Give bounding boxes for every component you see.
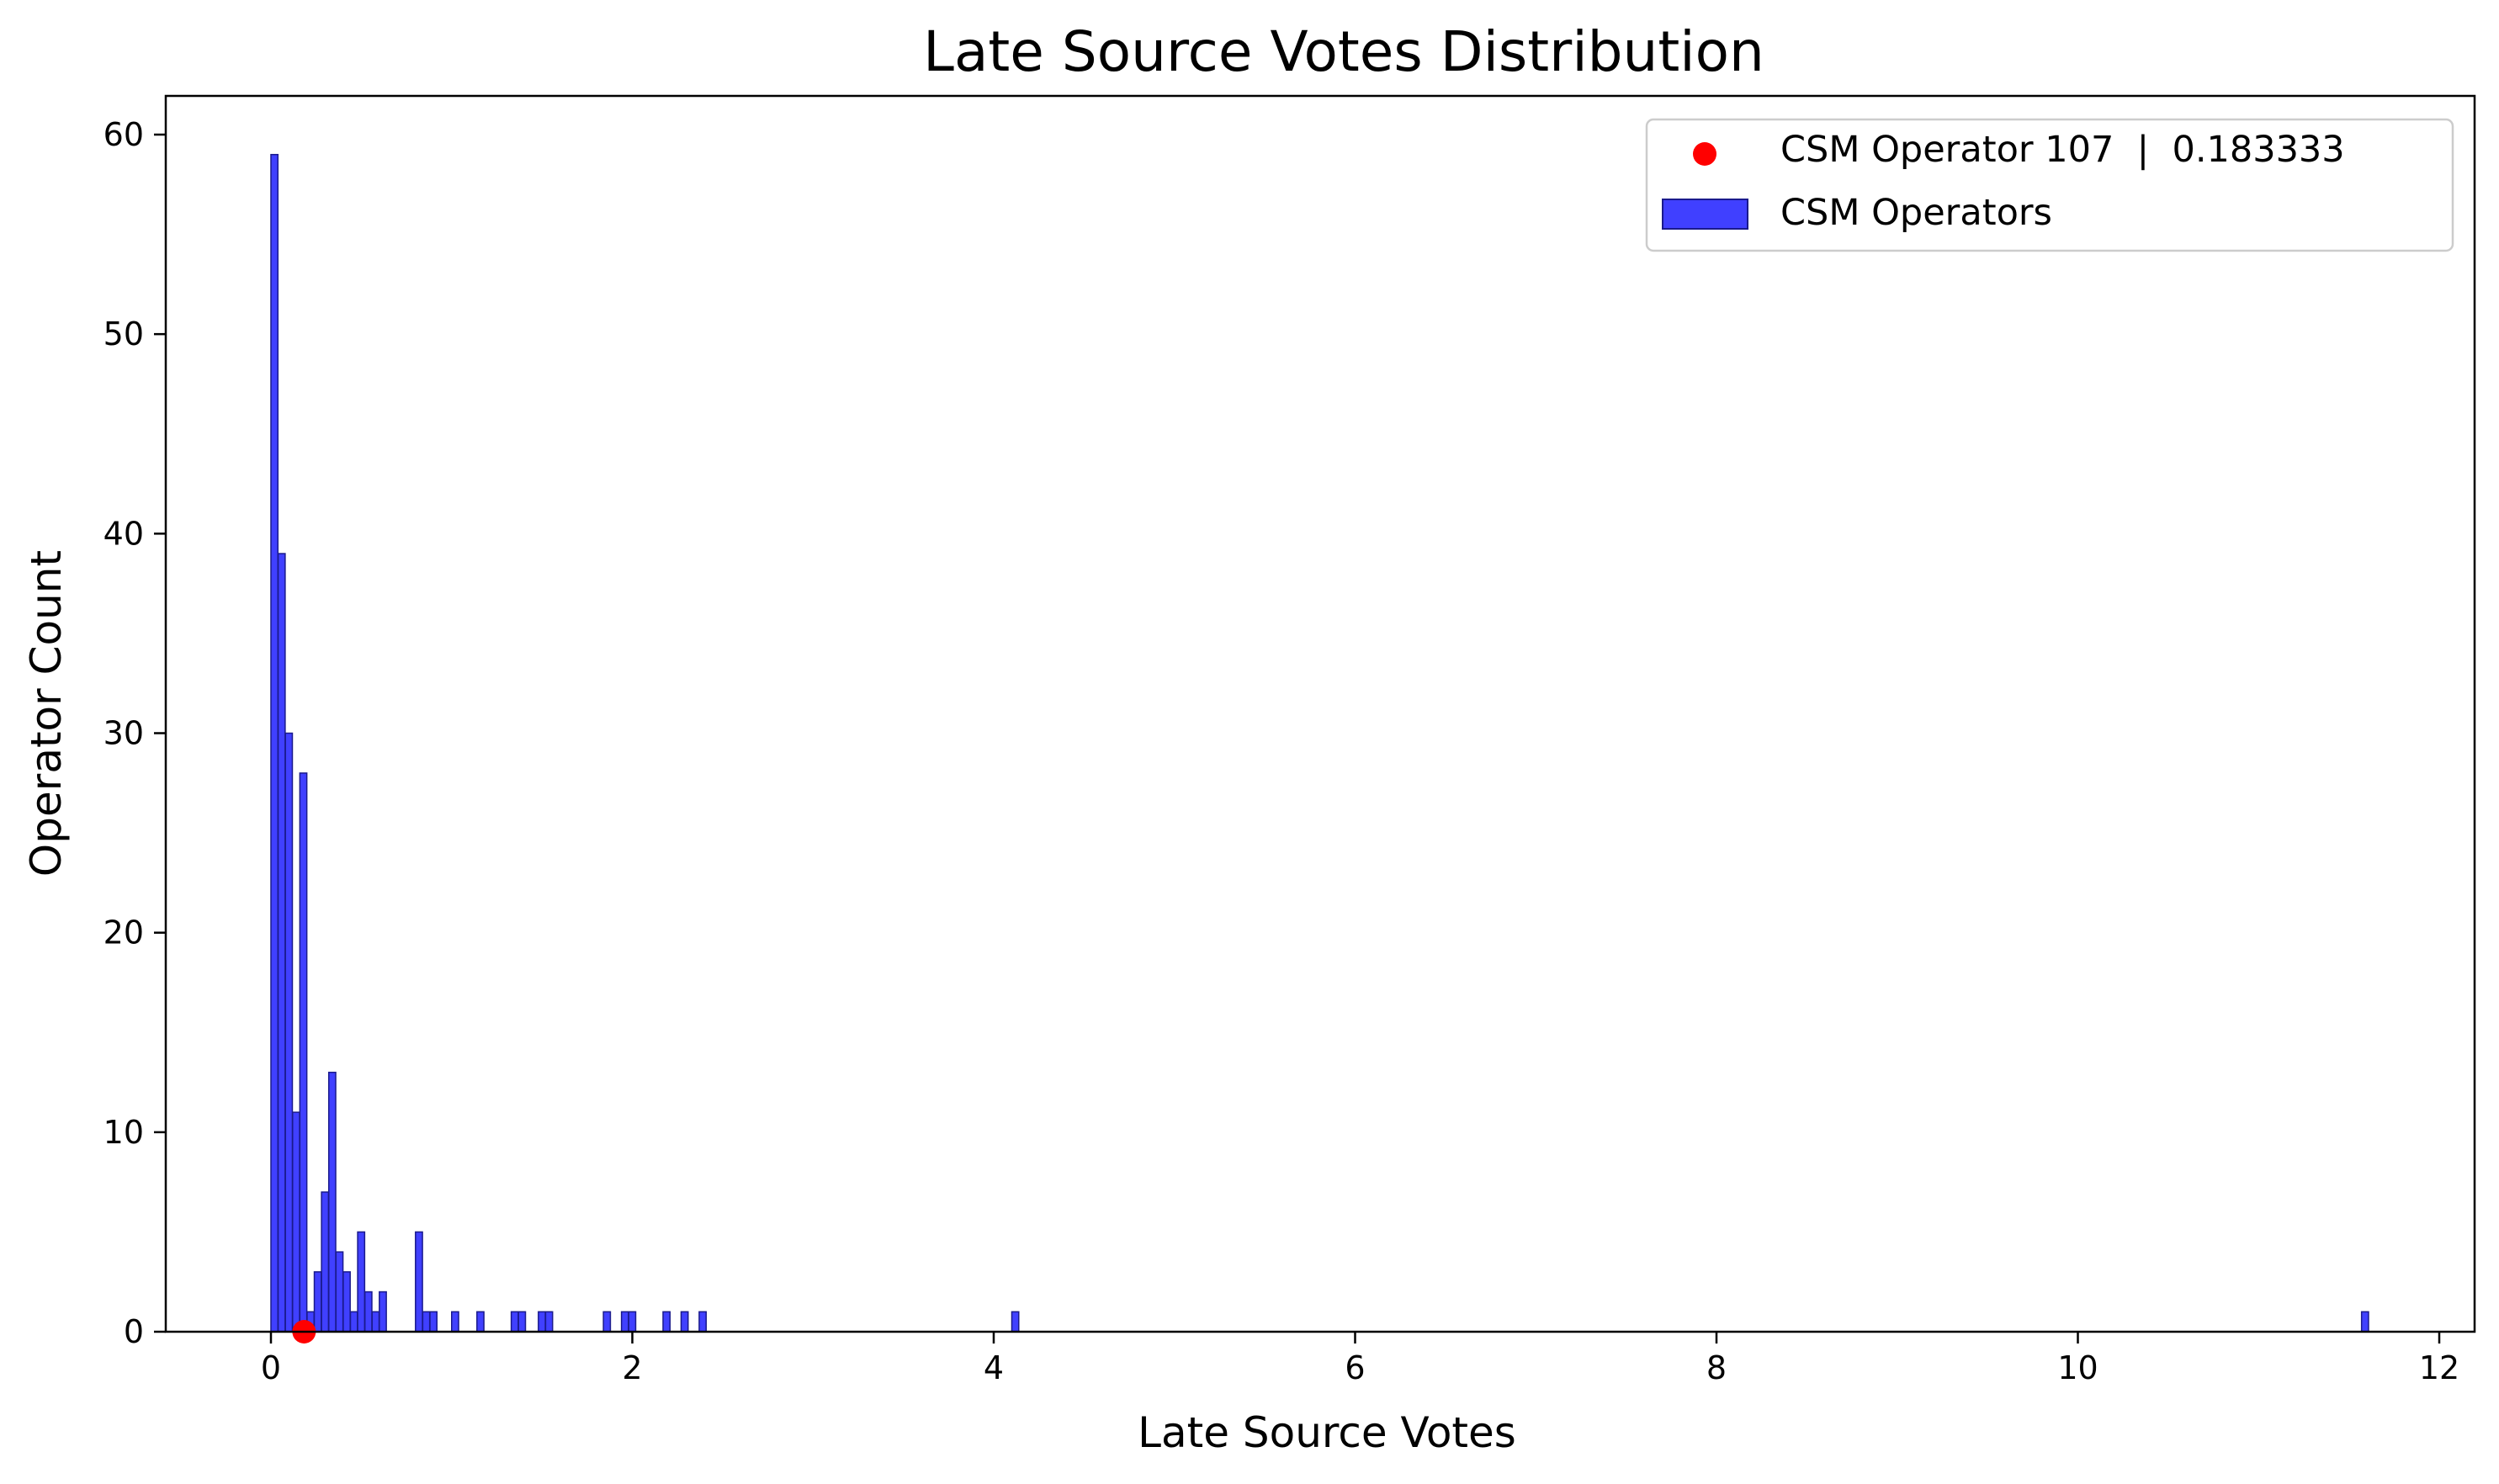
histogram-bar <box>363 1291 373 1333</box>
x-tick-label: 8 <box>1706 1349 1727 1386</box>
legend-label-highlight: CSM Operator 107 | 0.183333 <box>1780 129 2345 171</box>
x-axis-ticks: 0 2 4 6 8 10 12 <box>261 1332 2459 1386</box>
histogram-bar <box>510 1311 519 1333</box>
legend: CSM Operator 107 | 0.183333 CSM Operator… <box>1645 118 2454 252</box>
histogram-bar <box>327 1071 337 1333</box>
x-tick-label: 12 <box>2419 1349 2459 1386</box>
x-tick-label: 10 <box>2057 1349 2098 1386</box>
y-tick-label: 0 <box>124 1313 144 1350</box>
histogram-bar <box>335 1251 344 1333</box>
histogram-bar <box>349 1311 358 1333</box>
histogram-bar <box>2360 1311 2369 1333</box>
chart-title: Late Source Votes Distribution <box>923 19 1764 84</box>
histogram-bar <box>544 1311 554 1333</box>
y-tick-label: 30 <box>103 715 144 752</box>
legend-box <box>1645 118 2454 252</box>
y-tick-label: 20 <box>103 914 144 951</box>
histogram-bar <box>415 1231 423 1333</box>
histogram-bar <box>357 1231 366 1333</box>
y-axis-ticks: 0 10 20 30 40 50 60 <box>103 116 166 1350</box>
histogram-bar <box>270 153 279 1333</box>
histogram-bars <box>270 153 2369 1333</box>
histogram-bar <box>313 1271 322 1333</box>
histogram-bar <box>662 1311 671 1333</box>
x-tick-label: 0 <box>261 1349 281 1386</box>
histogram-bar <box>698 1311 707 1333</box>
y-tick-label: 40 <box>103 515 144 552</box>
x-tick-label: 2 <box>622 1349 642 1386</box>
x-tick-label: 4 <box>984 1349 1004 1386</box>
histogram-bar <box>292 1111 300 1333</box>
legend-patch-swatch <box>1662 199 1748 230</box>
plot-frame <box>164 94 2476 1333</box>
histogram-bar <box>284 732 294 1333</box>
histogram-bar <box>620 1311 629 1333</box>
histogram-bar <box>1011 1311 1020 1333</box>
x-axis-title: Late Source Votes <box>1138 1408 1516 1457</box>
histogram-bar <box>429 1311 438 1333</box>
histogram-bar <box>628 1311 637 1333</box>
histogram-bar <box>602 1311 612 1333</box>
histogram-bar <box>277 553 286 1333</box>
y-tick-label: 60 <box>103 116 144 153</box>
x-tick-label: 6 <box>1345 1349 1365 1386</box>
histogram-bar <box>422 1311 431 1333</box>
y-tick-label: 50 <box>103 315 144 352</box>
histogram-bar <box>299 772 308 1333</box>
histogram-bar <box>538 1311 546 1333</box>
y-tick-label: 10 <box>103 1114 144 1151</box>
histogram-bar <box>451 1311 459 1333</box>
histogram-bar <box>680 1311 689 1333</box>
legend-label-operators: CSM Operators <box>1780 192 2052 234</box>
y-axis-title: Operator Count <box>22 550 71 877</box>
histogram-bar <box>379 1291 387 1333</box>
histogram-bar <box>476 1311 485 1333</box>
histogram-bar <box>371 1311 380 1333</box>
legend-marker-swatch <box>1693 142 1716 166</box>
histogram-bar <box>321 1191 330 1333</box>
histogram-bar <box>517 1311 527 1333</box>
histogram-bar <box>342 1271 351 1333</box>
